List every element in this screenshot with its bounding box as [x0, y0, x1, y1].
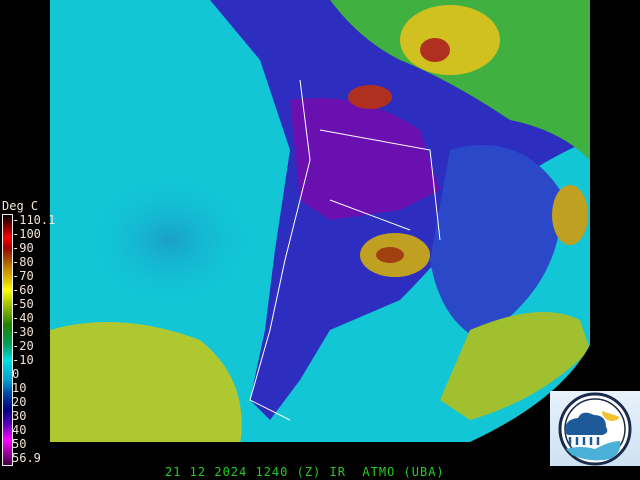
- country-borders: [249, 79, 441, 421]
- weather-logo-icon: [558, 392, 632, 466]
- storm-cloud: [552, 185, 588, 245]
- storm-core: [348, 85, 392, 109]
- colorbar-tick: -100: [12, 227, 41, 241]
- colorbar-tick: -70: [12, 269, 34, 283]
- colorbar-tick: -60: [12, 283, 34, 297]
- colorbar-tick: 40: [12, 423, 27, 437]
- southern-cloud-band: [50, 322, 242, 442]
- storm-core: [420, 38, 450, 62]
- colorbar-tick: 10: [12, 381, 27, 395]
- southern-cloud-band: [440, 312, 590, 420]
- atlantic-region: [430, 145, 561, 340]
- colorbar-tick: -90: [12, 241, 34, 255]
- colorbar-tick: 56.9: [12, 451, 41, 465]
- colorbar-tick: -10: [12, 353, 34, 367]
- tropical-cloud-region: [330, 0, 590, 160]
- colorbar-tick: 0: [12, 367, 20, 381]
- colorbar-tick: -30: [12, 325, 34, 339]
- image-caption: 21 12 2024 1240 (Z) IR ATMO (UBA): [165, 465, 445, 479]
- colorbar-tick: 20: [12, 395, 27, 409]
- atmo-uba-logo: [550, 391, 640, 466]
- colorbar-tick: -40: [12, 311, 34, 325]
- colorbar-tick: -80: [12, 255, 34, 269]
- colorbar-tick: -50: [12, 297, 34, 311]
- storm-core: [376, 247, 404, 263]
- storm-cloud: [400, 5, 500, 75]
- colorbar-tick: -20: [12, 339, 34, 353]
- colorbar-tick: -110.1: [12, 213, 56, 227]
- colorbar: [2, 214, 13, 466]
- colorbar-unit-label: Deg C: [2, 199, 39, 213]
- colorbar-tick: 30: [12, 409, 27, 423]
- purple-region: [290, 98, 440, 220]
- cyclone-swirl: [80, 170, 260, 310]
- colorbar-tick: 50: [12, 437, 27, 451]
